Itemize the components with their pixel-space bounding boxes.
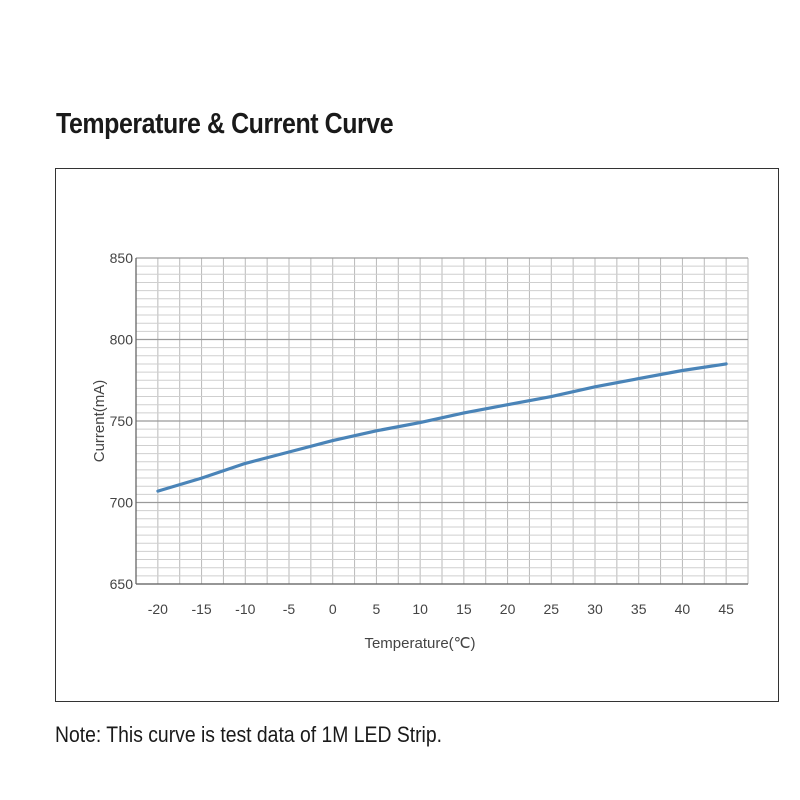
x-tick-label: 15 (456, 601, 472, 617)
x-tick-label: -5 (283, 601, 296, 617)
series-line (156, 362, 728, 493)
x-tick-label: -10 (235, 601, 255, 617)
x-tick-label: 20 (500, 601, 516, 617)
x-tick-label: 40 (675, 601, 691, 617)
x-tick-label: 10 (412, 601, 428, 617)
y-tick-label: 800 (110, 332, 134, 348)
x-tick-label: 45 (718, 601, 734, 617)
chart-note: Note: This curve is test data of 1M LED … (55, 722, 443, 747)
chart-frame (55, 168, 779, 702)
y-tick-label: 750 (110, 413, 134, 429)
x-tick-label: -15 (191, 601, 211, 617)
y-axis-label: Current(mA) (91, 380, 108, 463)
x-tick-label: 35 (631, 601, 647, 617)
y-tick-label: 650 (110, 576, 134, 592)
x-tick-label: 5 (373, 601, 381, 617)
x-tick-label: 30 (587, 601, 603, 617)
y-tick-label: 850 (110, 250, 134, 266)
chart-title: Temperature & Current Curve (56, 108, 394, 140)
y-tick-label: 700 (110, 495, 134, 511)
x-tick-label: -20 (148, 601, 168, 617)
x-axis-label: Temperature(℃) (364, 635, 475, 652)
x-tick-label: 25 (543, 601, 559, 617)
x-tick-label: 0 (329, 601, 337, 617)
